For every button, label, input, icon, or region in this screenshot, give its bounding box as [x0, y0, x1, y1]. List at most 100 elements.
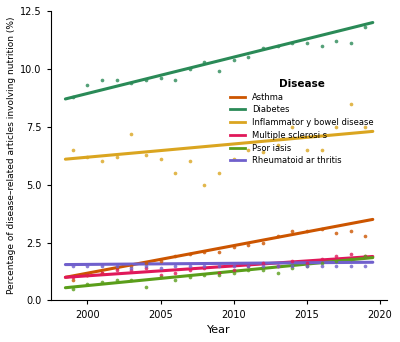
Point — [318, 43, 325, 49]
Point — [348, 263, 354, 268]
Point — [84, 82, 90, 88]
Point — [230, 245, 237, 250]
Point — [230, 263, 237, 268]
Point — [84, 263, 90, 268]
Point — [348, 41, 354, 46]
Point — [260, 45, 266, 51]
Point — [260, 240, 266, 245]
Point — [187, 66, 193, 71]
Point — [187, 268, 193, 273]
Point — [143, 261, 149, 266]
Point — [216, 272, 222, 278]
Point — [260, 149, 266, 155]
Point — [304, 263, 310, 268]
Point — [172, 78, 178, 83]
Point — [333, 231, 339, 236]
Point — [289, 124, 296, 130]
Point — [260, 261, 266, 266]
Point — [245, 54, 252, 60]
Point — [304, 147, 310, 153]
Point — [172, 270, 178, 275]
Point — [304, 41, 310, 46]
Point — [274, 233, 281, 238]
Point — [201, 272, 208, 278]
Point — [245, 263, 252, 268]
Point — [201, 263, 208, 268]
Point — [99, 263, 105, 268]
Point — [201, 249, 208, 254]
Point — [114, 263, 120, 268]
Point — [289, 258, 296, 264]
Point — [84, 272, 90, 278]
Point — [274, 263, 281, 268]
Point — [348, 251, 354, 257]
Point — [143, 265, 149, 271]
Point — [99, 78, 105, 83]
Point — [304, 228, 310, 234]
Point — [201, 182, 208, 187]
Point — [157, 272, 164, 278]
Point — [187, 263, 193, 268]
Point — [216, 170, 222, 176]
Point — [187, 159, 193, 164]
Point — [70, 263, 76, 268]
Point — [201, 59, 208, 65]
Point — [230, 270, 237, 275]
Point — [362, 254, 369, 259]
Point — [143, 78, 149, 83]
Point — [128, 263, 134, 268]
Point — [348, 101, 354, 106]
Point — [172, 170, 178, 176]
Point — [245, 268, 252, 273]
Point — [99, 279, 105, 285]
Point — [157, 275, 164, 280]
Point — [274, 270, 281, 275]
Point — [114, 78, 120, 83]
Point — [172, 263, 178, 268]
Point — [245, 242, 252, 248]
Point — [128, 268, 134, 273]
Point — [289, 263, 296, 268]
Point — [70, 286, 76, 292]
Point — [143, 263, 149, 268]
Point — [128, 277, 134, 282]
Point — [201, 265, 208, 271]
Point — [70, 277, 76, 282]
Legend: Asthma, Diabetes, Inflammator y bowel disease, Multiple sclerosi s, Psor iasis, : Asthma, Diabetes, Inflammator y bowel di… — [230, 79, 373, 165]
Point — [318, 147, 325, 153]
Point — [128, 265, 134, 271]
Point — [333, 38, 339, 44]
Point — [289, 265, 296, 271]
Point — [99, 270, 105, 275]
Point — [318, 263, 325, 268]
Point — [348, 256, 354, 262]
Point — [333, 258, 339, 264]
Point — [362, 233, 369, 238]
Point — [70, 147, 76, 153]
Point — [260, 263, 266, 268]
Point — [143, 284, 149, 289]
Point — [230, 57, 237, 62]
Point — [172, 254, 178, 259]
Point — [274, 263, 281, 268]
Point — [70, 94, 76, 100]
Point — [362, 263, 369, 268]
Point — [70, 275, 76, 280]
Point — [260, 268, 266, 273]
Point — [114, 277, 120, 282]
Point — [187, 275, 193, 280]
Point — [187, 251, 193, 257]
Point — [84, 154, 90, 160]
Point — [304, 263, 310, 268]
Point — [172, 277, 178, 282]
Point — [274, 143, 281, 148]
Y-axis label: Percentage of disease–related articles involving nutrition (%): Percentage of disease–related articles i… — [7, 17, 16, 294]
Point — [157, 156, 164, 162]
Point — [216, 249, 222, 254]
Point — [157, 75, 164, 81]
Point — [318, 261, 325, 266]
Point — [362, 254, 369, 259]
Point — [348, 228, 354, 234]
Point — [84, 281, 90, 287]
Point — [216, 263, 222, 268]
